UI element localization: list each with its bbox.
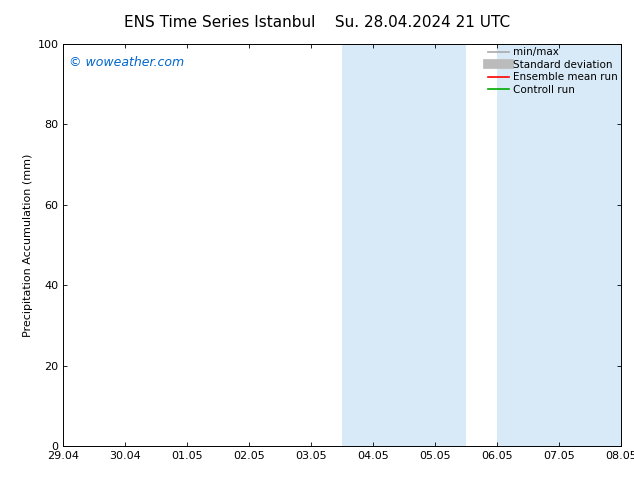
Bar <box>497 44 621 446</box>
Text: ENS Time Series Istanbul    Su. 28.04.2024 21 UTC: ENS Time Series Istanbul Su. 28.04.2024 … <box>124 15 510 30</box>
Text: © woweather.com: © woweather.com <box>69 56 184 69</box>
Legend: min/max, Standard deviation, Ensemble mean run, Controll run: min/max, Standard deviation, Ensemble me… <box>488 47 618 95</box>
Y-axis label: Precipitation Accumulation (mm): Precipitation Accumulation (mm) <box>23 153 34 337</box>
Bar <box>342 44 467 446</box>
